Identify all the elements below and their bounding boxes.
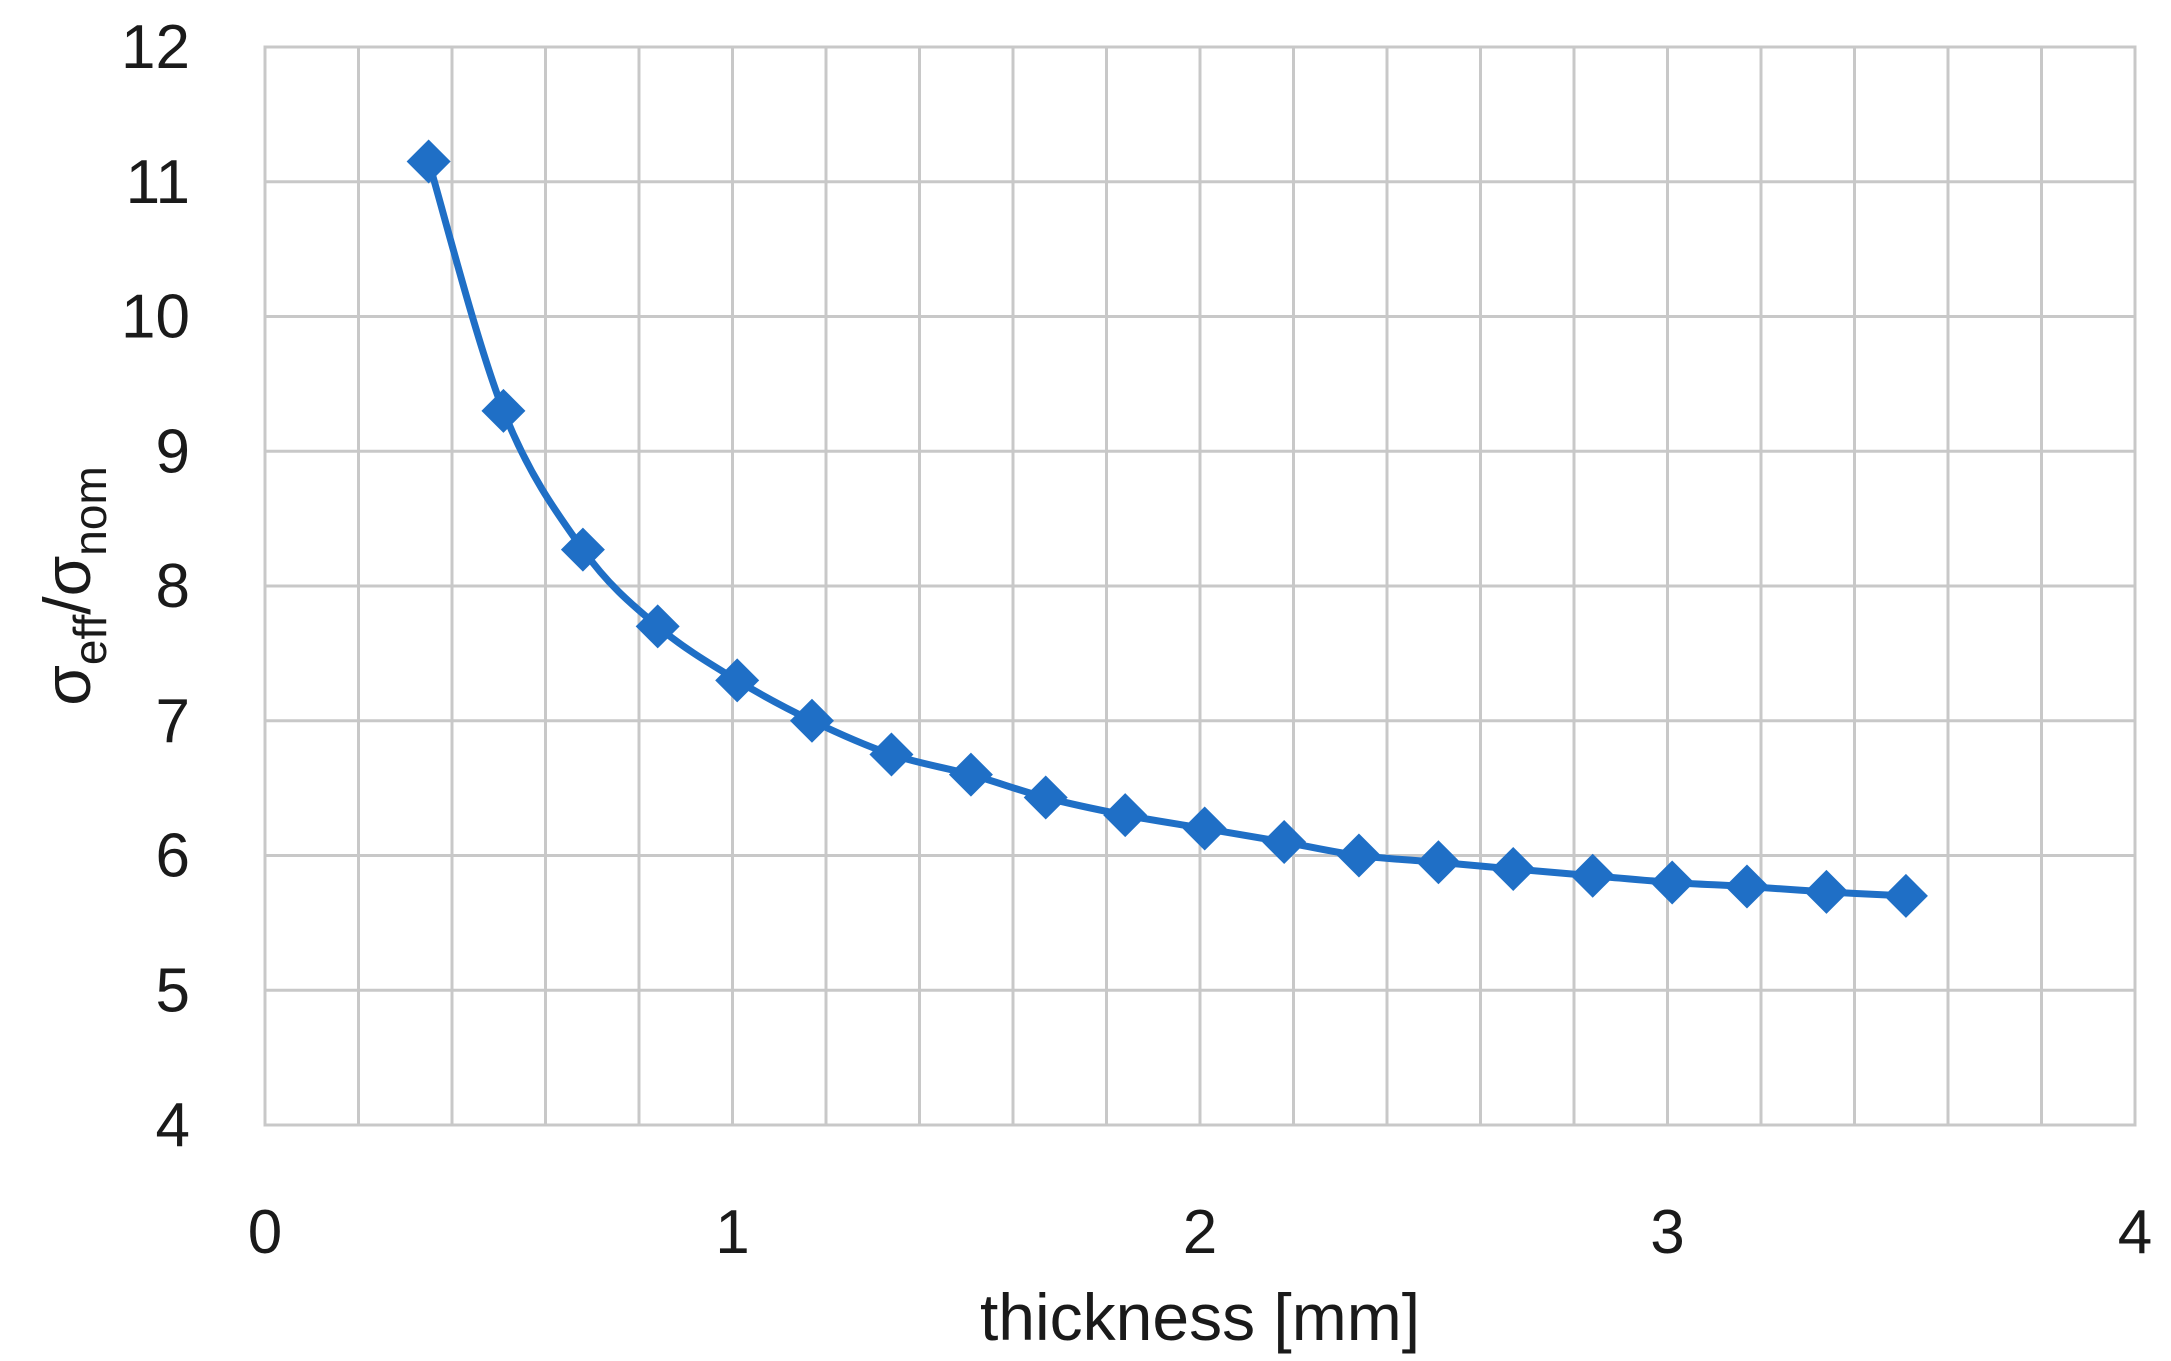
x-tick-label: 1	[715, 1198, 749, 1267]
y-tick-label: 11	[126, 148, 190, 217]
data-point-marker	[1262, 820, 1307, 865]
y-axis-title-slash-sigma: /σ	[30, 556, 104, 615]
data-point-marker	[406, 139, 451, 184]
data-point-marker	[1804, 869, 1849, 914]
data-point-marker	[1491, 846, 1536, 891]
data-point-marker	[1103, 793, 1148, 838]
y-axis-title: σeff/σnom	[30, 466, 116, 706]
x-tick-label: 3	[1650, 1198, 1684, 1267]
x-axis-title: thickness [mm]	[980, 1280, 1420, 1354]
data-point-marker	[869, 732, 914, 777]
x-tick-label: 4	[2118, 1198, 2152, 1267]
data-point-marker	[1182, 806, 1227, 851]
x-axis-tick-labels: 0 1 2 3 4	[248, 1198, 2152, 1267]
y-axis-title-subscript-eff: eff	[64, 615, 116, 666]
data-point-marker	[1570, 853, 1615, 898]
grid	[265, 47, 2135, 1125]
x-tick-label: 2	[1183, 1198, 1217, 1267]
data-point-marker	[1416, 840, 1461, 885]
y-tick-label: 10	[121, 283, 190, 352]
y-axis-title-subscript-nom: nom	[64, 466, 116, 555]
y-tick-label: 5	[156, 956, 190, 1025]
data-point-marker	[1336, 833, 1381, 878]
data-point-marker	[1650, 860, 1695, 905]
data-point-marker	[1883, 873, 1928, 918]
y-tick-label: 4	[156, 1091, 190, 1160]
x-tick-label: 0	[248, 1198, 282, 1267]
y-tick-label: 9	[156, 417, 190, 486]
y-tick-label: 6	[156, 822, 190, 891]
y-axis-title-sigma: σ	[30, 665, 104, 706]
series-line	[425, 158, 1910, 900]
data-point-marker	[560, 527, 605, 572]
data-point-marker	[1724, 864, 1769, 909]
y-tick-label: 8	[156, 552, 190, 621]
data-point-marker	[948, 752, 993, 797]
plot-area-border	[263, 45, 2137, 1127]
data-point-marker	[635, 604, 680, 649]
y-tick-label: 12	[121, 13, 190, 82]
data-point-marker	[789, 698, 834, 743]
y-axis-tick-labels: 4 5 6 7 8 9 10 11 12	[121, 13, 190, 1160]
data-point-marker	[1023, 775, 1068, 820]
series-markers	[406, 139, 1928, 918]
y-tick-label: 7	[156, 687, 190, 756]
data-point-marker	[715, 658, 760, 703]
data-point-marker	[481, 388, 526, 433]
